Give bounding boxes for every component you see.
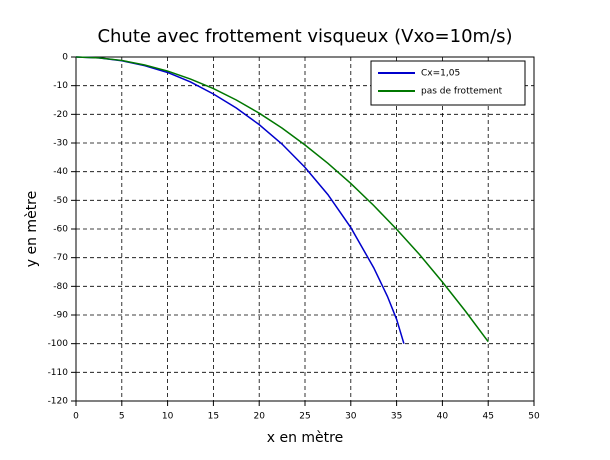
y-tick-label: -50 <box>53 196 68 206</box>
legend-label: pas de frottement <box>421 87 503 97</box>
y-tick-label: -10 <box>53 81 68 91</box>
y-tick-label: -80 <box>53 282 68 292</box>
x-tick-label: 10 <box>162 412 174 422</box>
y-tick-label: -110 <box>48 368 69 378</box>
y-tick-label: -40 <box>53 167 68 177</box>
x-tick-label: 35 <box>391 412 402 422</box>
x-axis-label: x en mètre <box>267 430 343 446</box>
x-tick-label: 45 <box>482 412 493 422</box>
y-tick-label: -20 <box>53 110 68 120</box>
y-tick-label: -30 <box>53 139 68 149</box>
x-tick-label: 30 <box>345 412 357 422</box>
y-tick-label: -90 <box>53 311 68 321</box>
y-tick-label: -60 <box>53 225 68 235</box>
x-tick-label: 25 <box>299 412 310 422</box>
x-tick-label: 40 <box>437 412 449 422</box>
chart-title: Chute avec frottement visqueux (Vxo=10m/… <box>97 26 512 47</box>
x-tick-label: 15 <box>208 412 219 422</box>
y-axis-label: y en mètre <box>24 191 40 267</box>
y-tick-label: 0 <box>62 53 68 63</box>
y-tick-label: -70 <box>53 253 68 263</box>
x-tick-label: 0 <box>73 412 79 422</box>
legend-label: Cx=1,05 <box>421 69 460 79</box>
y-tick-label: -120 <box>48 397 69 407</box>
x-tick-label: 20 <box>253 412 265 422</box>
legend-box <box>370 60 526 106</box>
line <box>75 56 489 343</box>
x-tick-label: 50 <box>528 412 540 422</box>
y-tick-label: -100 <box>48 339 69 349</box>
plot-frame <box>75 56 535 402</box>
x-tick-label: 5 <box>119 412 125 422</box>
